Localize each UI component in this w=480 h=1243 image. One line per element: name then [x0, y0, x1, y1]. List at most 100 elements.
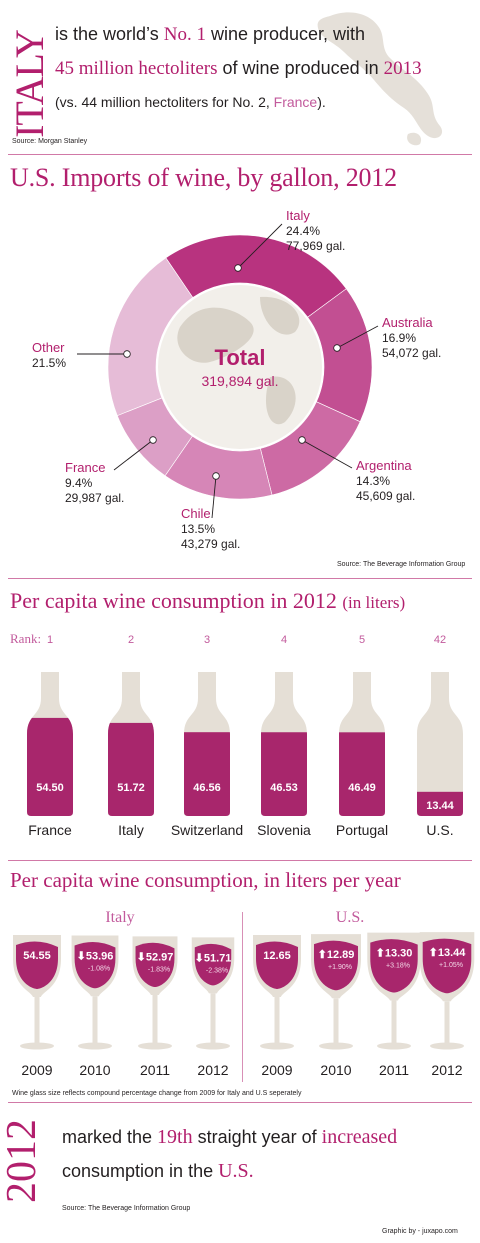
- header-line-3: (vs. 44 million hectoliters for No. 2, F…: [55, 94, 326, 110]
- header-source: Source: Morgan Stanley: [12, 138, 88, 145]
- slice-gallons-label: 77,969 gal.: [286, 239, 345, 253]
- slice-percent-label: 16.9%: [382, 331, 416, 345]
- bottle-value-label: 46.53: [270, 782, 298, 794]
- footer-line-2: consumption in the U.S.: [62, 1160, 254, 1183]
- glass-foot: [430, 1042, 464, 1050]
- globe-continent-icon: [265, 376, 296, 425]
- slice-name-label: France: [65, 460, 105, 475]
- bottle-country-label: U.S.: [426, 822, 453, 838]
- rank-label: Rank:: [10, 631, 42, 646]
- globe-continent-icon: [177, 307, 254, 363]
- bottle-country-label: Switzerland: [171, 822, 243, 838]
- glass-change-label: -2.38%: [206, 967, 228, 974]
- glass-value-label: ⬇51.71: [195, 952, 232, 964]
- slice-name-label: Other: [32, 340, 65, 355]
- percapita-title-main: Per capita wine consumption in 2012: [10, 588, 337, 613]
- yearly-note: Wine glass size reflects compound percen…: [12, 1090, 302, 1097]
- bottle-wine-fill: [417, 791, 463, 816]
- glass-year-label: 2012: [197, 1062, 228, 1078]
- glass-change-label: +1.90%: [328, 964, 352, 971]
- glass-value-label: ⬆13.44: [429, 947, 467, 959]
- callout-dot: [123, 350, 131, 358]
- glass-year-label: 2011: [379, 1062, 409, 1078]
- donut-total-label: Total: [215, 345, 266, 370]
- glass-stem: [152, 995, 158, 1045]
- bottle-rank-label: 3: [204, 634, 210, 646]
- slice-name-label: Chile: [181, 506, 211, 521]
- bottle-country-label: Portugal: [336, 822, 388, 838]
- bottle-chart: 54.50 1 France 51.72 2 Italy 46.56 3 Switzerland…: [27, 634, 463, 838]
- bottle-rank-label: 42: [434, 634, 446, 646]
- glass-foot: [260, 1042, 294, 1050]
- callout-dot: [333, 344, 341, 352]
- glass-change-label: +1.05%: [439, 962, 463, 969]
- glass-stem: [210, 993, 216, 1045]
- glass-value-label: ⬇52.97: [137, 951, 174, 963]
- callout-line: [301, 439, 353, 469]
- header-no1: No. 1: [163, 24, 206, 45]
- bottle-value-label: 13.44: [426, 800, 454, 812]
- slice-name-label: Italy: [286, 208, 310, 223]
- footer-line-1-c: straight year of: [192, 1127, 322, 1147]
- callout-line: [336, 325, 379, 349]
- glass-year-label: 2011: [140, 1062, 170, 1078]
- slice-name-label: Argentina: [356, 458, 412, 473]
- glass-change-label: -1.08%: [88, 965, 110, 972]
- slice-percent-label: 13.5%: [181, 522, 215, 536]
- bottle-rank-label: 2: [128, 634, 134, 646]
- bottle-rank-label: 4: [281, 634, 287, 646]
- yearly-group-us: U.S.: [335, 909, 365, 926]
- glass-chart: 54.55 2009 ⬇53.96 -1.08% 2010 ⬇52.97 -1.83% 201…: [13, 932, 475, 1078]
- glass-wine-fill: [313, 940, 359, 991]
- header-line-1-a: is the world’s: [55, 24, 164, 44]
- glass-foot: [319, 1042, 353, 1050]
- glass-foot: [20, 1042, 54, 1050]
- donut-total-value: 319,894 gal.: [201, 373, 278, 389]
- callout-line: [237, 223, 283, 269]
- glass-stem: [34, 997, 40, 1045]
- glass-value-label: ⬆13.30: [376, 948, 413, 960]
- header-line-1-c: wine producer, with: [205, 24, 366, 44]
- header-line-3-c: ).: [317, 94, 326, 110]
- glass-wine-fill: [194, 943, 232, 986]
- yearly-group-separator: [242, 912, 243, 1082]
- bottle-value-label: 46.56: [193, 782, 221, 794]
- slice-gallons-label: 29,987 gal.: [65, 491, 124, 505]
- slice-gallons-label: 45,609 gal.: [356, 489, 415, 503]
- slice-percent-label: 9.4%: [65, 476, 93, 490]
- header-hectoliters: 45 million hectoliters: [55, 58, 218, 79]
- footer-us: U.S.: [218, 1160, 254, 1182]
- header-line-1: is the world’s No. 1 wine producer, with: [55, 24, 365, 46]
- bottle-wine-fill: [261, 732, 307, 816]
- glass-foot: [78, 1042, 112, 1050]
- header-line-2: 45 million hectoliters of wine produced …: [55, 58, 422, 80]
- footer-credit: Graphic by - juxapo.com: [382, 1228, 458, 1235]
- bottle-value-label: 54.50: [36, 782, 64, 794]
- glass-value-label: 54.55: [23, 950, 51, 962]
- slice-name-label: Australia: [382, 315, 433, 330]
- donut-slice-italy: [165, 234, 347, 318]
- glass-year-label: 2010: [320, 1062, 351, 1078]
- glass-year-label: 2009: [21, 1062, 52, 1078]
- glass-foot: [377, 1042, 411, 1050]
- slice-gallons-label: 43,279 gal.: [181, 537, 240, 551]
- callout-dot: [298, 436, 306, 444]
- slice-percent-label: 24.4%: [286, 224, 320, 238]
- donut-slice-other: [107, 257, 194, 416]
- header-line-2-b: of wine produced in: [217, 58, 384, 78]
- footer-source: Source: The Beverage Information Group: [62, 1205, 191, 1212]
- bottle-wine-fill: [108, 722, 154, 816]
- glass-stem: [92, 996, 98, 1045]
- percapita-title: Per capita wine consumption in 2012 (in …: [10, 588, 405, 614]
- callout-dot: [149, 436, 157, 444]
- slice-percent-label: 21.5%: [32, 356, 66, 370]
- glass-wine-fill: [135, 942, 175, 988]
- bottle-value-label: 51.72: [117, 782, 145, 794]
- bottle-country-label: Slovenia: [257, 822, 311, 838]
- globe-continent-icon: [260, 296, 300, 335]
- glass-value-label: ⬆12.89: [318, 949, 355, 961]
- glass-stem: [391, 1000, 397, 1045]
- footer-line-1-a: marked the: [62, 1127, 158, 1147]
- footer-year-vertical: 2012: [0, 1119, 45, 1203]
